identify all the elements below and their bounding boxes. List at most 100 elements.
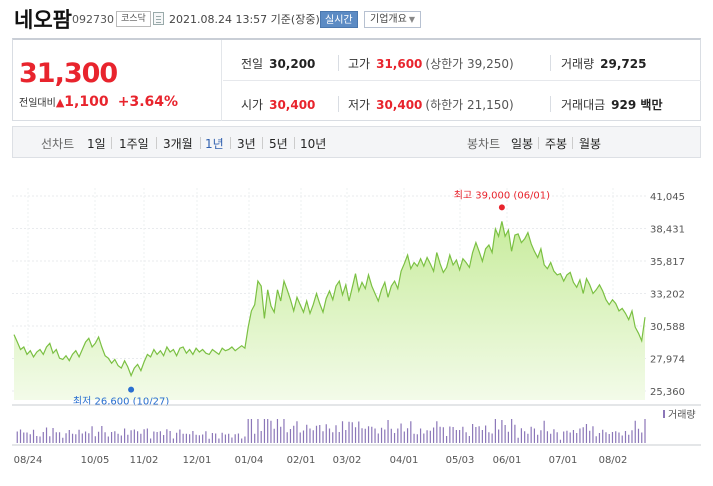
- volume-bar: [283, 419, 285, 443]
- stat-prev-close: 전일 30,200: [241, 55, 315, 72]
- volume-bar: [247, 419, 249, 443]
- up-triangle-icon: ▲: [55, 96, 65, 109]
- volume-bar: [322, 431, 324, 443]
- high-marker: [498, 204, 505, 211]
- high-annotation: 최고 39,000 (06/01): [454, 189, 550, 201]
- stat-sub: (상한가 39,250): [425, 57, 514, 71]
- volume-bar: [29, 434, 31, 443]
- volume-bar: [228, 433, 230, 443]
- period-10y[interactable]: 10년: [300, 137, 327, 151]
- volume-bar: [488, 432, 490, 443]
- x-tick-label: 04/01: [390, 455, 419, 466]
- volume-bar: [348, 421, 350, 443]
- volume-bar: [68, 430, 70, 443]
- period-1y[interactable]: 1년: [205, 137, 224, 151]
- x-tick-label: 06/01: [493, 455, 522, 466]
- corp-info-label: 기업개요: [370, 14, 407, 25]
- volume-bar: [58, 432, 61, 443]
- volume-bar: [537, 434, 539, 443]
- period-1w[interactable]: 1주일: [119, 137, 149, 151]
- stat-value: 929 백만: [611, 98, 663, 112]
- volume-bar: [397, 428, 399, 443]
- volume-bar: [410, 421, 412, 443]
- divider: [294, 137, 295, 149]
- volume-bar: [257, 419, 259, 443]
- realtime-button[interactable]: 실시간: [320, 11, 358, 28]
- volume-bar: [543, 420, 545, 443]
- timestamp: 2021.08.24 13:57 기준(장중): [169, 13, 320, 26]
- price-chart[interactable]: 41,045 38,431 35,817 33,202 30,588 27,974 25,3…: [0, 160, 713, 486]
- volume-bar: [468, 436, 470, 443]
- current-price: 31,300: [19, 58, 118, 89]
- y-tick-label: 38,431: [650, 225, 685, 236]
- volume-bar: [559, 439, 562, 443]
- volume-bar: [23, 432, 25, 443]
- y-tick-label: 41,045: [650, 192, 685, 203]
- volume-bar: [634, 420, 636, 443]
- candle-daily[interactable]: 일봉: [511, 137, 534, 151]
- volume-bar: [624, 431, 627, 443]
- volume-bar: [351, 422, 353, 443]
- stat-label: 거래량: [561, 57, 595, 71]
- volume-bar: [296, 421, 298, 443]
- stat-value: 30,200: [269, 57, 316, 71]
- document-icon[interactable]: [153, 12, 164, 25]
- period-5y[interactable]: 5년: [269, 137, 288, 151]
- volume-bar: [426, 430, 428, 443]
- volume-bar: [156, 432, 158, 443]
- volume-bar: [436, 421, 438, 443]
- candle-weekly[interactable]: 주봉: [545, 137, 568, 151]
- volume-bar: [254, 433, 256, 443]
- volume-bar: [432, 427, 435, 443]
- volume-bar: [325, 424, 327, 443]
- chevron-down-icon: ▼: [408, 15, 415, 24]
- divider: [156, 137, 157, 149]
- volume-bar: [198, 435, 200, 443]
- period-1d[interactable]: 1일: [87, 137, 106, 151]
- volume-bar: [211, 433, 214, 443]
- volume-bar: [78, 429, 80, 443]
- volume-bar: [504, 425, 506, 443]
- y-tick-label: 30,588: [650, 322, 685, 333]
- volume-bar: [403, 431, 405, 443]
- row-divider: [223, 80, 701, 81]
- volume-bar: [341, 421, 344, 443]
- volume-bar: [299, 432, 301, 443]
- stat-label: 저가: [348, 98, 371, 112]
- volume-bar: [390, 428, 392, 443]
- volume-bar: [267, 419, 269, 443]
- volume-bar: [16, 431, 18, 443]
- volume-bar: [621, 435, 623, 443]
- volume-bar: [309, 428, 311, 443]
- x-tick-label: 12/01: [183, 455, 212, 466]
- y-tick-label: 25,360: [650, 387, 685, 398]
- volume-bar: [189, 434, 191, 443]
- volume-bar: [263, 419, 266, 443]
- volume-bar: [153, 431, 155, 443]
- period-3m[interactable]: 3개월: [163, 137, 193, 151]
- volume-bar: [445, 436, 448, 443]
- volume-legend-icon: [663, 410, 665, 418]
- candle-monthly[interactable]: 월봉: [579, 137, 602, 151]
- divider: [262, 137, 263, 149]
- corp-info-dropdown[interactable]: 기업개요 ▼: [364, 11, 421, 28]
- volume-bar: [101, 426, 103, 443]
- volume-bar: [641, 432, 643, 443]
- price-line: [13, 221, 646, 378]
- volume-bar: [517, 437, 519, 443]
- divider: [550, 55, 551, 71]
- period-3y[interactable]: 3년: [237, 137, 256, 151]
- volume-bar: [75, 434, 77, 443]
- volume-bar: [42, 432, 44, 443]
- change-value: 1,100: [64, 94, 109, 110]
- volume-bar: [605, 432, 607, 443]
- volume-bar: [208, 438, 210, 443]
- volume-bar: [163, 435, 165, 443]
- volume-bar: [592, 426, 594, 443]
- divider: [538, 137, 539, 149]
- line-chart-label: 선차트: [41, 137, 75, 151]
- volume-bar: [195, 434, 197, 443]
- stat-label: 거래대금: [561, 98, 606, 112]
- volume-bar: [582, 427, 584, 443]
- volume-bar: [107, 436, 109, 443]
